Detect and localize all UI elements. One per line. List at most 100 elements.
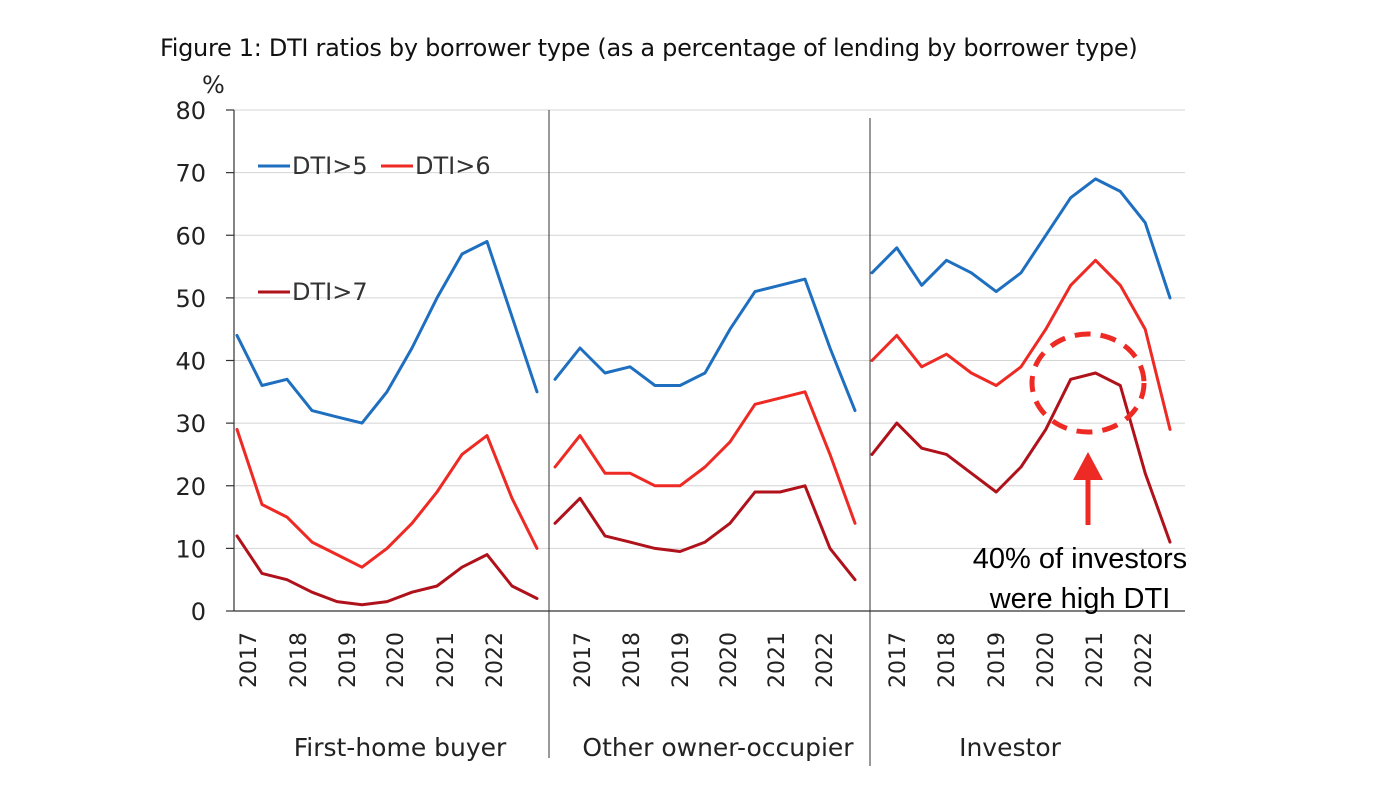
data-point-dtigt6-1-1 [578,434,582,437]
data-point-dtigt6-1-5 [678,484,682,487]
data-point-dtigt7-1-0 [553,522,557,525]
data-point-dtigt7-2-3 [945,453,948,456]
x-tick-label-2-2018: 2018 [935,632,960,688]
series-line-dtigt6-1 [553,390,857,525]
data-point-dtigt6-0-1 [260,503,264,506]
data-point-dtigt5-0-1 [260,384,264,387]
data-point-dtigt7-0-10 [485,553,489,556]
data-point-dtigt7-2-0 [870,453,874,456]
data-point-dtigt7-2-7 [1044,428,1048,431]
data-point-dtigt5-0-2 [285,378,289,381]
data-point-dtigt6-2-9 [1094,259,1097,262]
data-point-dtigt5-2-6 [1019,271,1023,274]
x-tick-label-2-2021: 2021 [1083,632,1108,688]
x-tick-label-0-2020: 2020 [384,632,409,688]
data-point-dtigt5-1-1 [578,346,582,350]
data-point-dtigt6-2-10 [1119,284,1122,287]
data-point-dtigt6-0-2 [285,515,289,519]
data-point-dtigt7-2-5 [995,490,998,494]
panel-other-owner-occupier: 2017 2018 2019 2020 2021 2022 Other owner-occu… [553,118,871,766]
data-point-dtigt6-0-6 [385,547,389,550]
series-line-dtigt7-1 [553,484,857,582]
x-tick-label-1-2020: 2020 [717,632,742,688]
series-line-dtigt5-1 [553,277,857,413]
series-line-dtigt5-0 [235,240,539,425]
annotation-text-line2: were high DTI [989,583,1171,615]
data-point-dtigt6-2-12 [1168,428,1172,431]
data-point-dtigt7-2-10 [1119,384,1122,387]
data-point-dtigt5-0-7 [410,346,414,350]
data-point-dtigt7-1-8 [753,490,757,494]
y-tick-label-0: 0 [191,598,206,626]
data-point-dtigt5-0-3 [310,409,314,412]
data-point-dtigt6-2-7 [1044,328,1048,331]
y-tick-label-60: 60 [175,222,206,250]
data-point-dtigt7-0-6 [385,600,389,603]
data-point-dtigt5-2-7 [1044,234,1048,237]
data-point-dtigt5-0-4 [335,415,339,419]
panel-label-2: Investor [959,733,1062,762]
data-point-dtigt6-1-3 [628,472,632,475]
x-tick-label-0-2022: 2022 [483,632,508,688]
chart-title: Figure 1: DTI ratios by borrower type (a… [160,34,1138,62]
data-point-dtigt6-0-10 [485,434,489,437]
x-tick-label-0-2021: 2021 [434,632,459,688]
data-point-dtigt6-0-12 [535,547,539,550]
data-point-dtigt6-1-10 [803,390,807,393]
data-point-dtigt7-0-3 [310,591,314,594]
data-point-dtigt5-2-11 [1144,221,1147,224]
x-tick-label-1-2017: 2017 [571,632,596,688]
data-point-dtigt6-0-7 [410,522,414,525]
legend-label-dti7: DTI>7 [292,278,368,306]
data-point-dtigt6-1-7 [728,440,732,444]
data-point-dtigt5-0-0 [235,334,239,337]
data-point-dtigt5-2-1 [895,246,898,249]
data-point-dtigt6-0-8 [435,490,439,494]
data-point-dtigt6-2-6 [1019,365,1023,368]
annotation: 40% of investors were high DTI [973,331,1187,615]
data-point-dtigt7-0-8 [435,584,439,588]
data-point-dtigt7-1-2 [603,534,607,538]
data-point-dtigt7-1-10 [803,484,807,487]
data-point-dtigt7-2-4 [970,472,973,475]
data-point-dtigt6-1-9 [778,396,782,400]
y-tick-label-50: 50 [175,285,206,313]
data-point-dtigt7-1-12 [853,578,857,581]
y-tick-label-40: 40 [175,348,206,376]
data-point-dtigt5-0-12 [535,390,539,393]
data-point-dtigt7-0-2 [285,578,289,581]
data-point-dtigt5-2-5 [995,290,998,293]
data-point-dtigt5-1-0 [553,378,557,381]
data-point-dtigt5-0-10 [485,240,489,243]
data-point-dtigt6-2-2 [920,365,923,368]
panel-first-home-buyer: 2017 2018 2019 2020 2021 2022 First-home buyer [235,110,550,762]
data-point-dtigt7-2-11 [1144,472,1147,475]
data-point-dtigt6-2-8 [1069,284,1072,287]
data-point-dtigt6-1-11 [828,453,832,456]
data-point-dtigt5-0-5 [360,421,364,425]
x-tick-label-2-2020: 2020 [1034,632,1059,688]
data-point-dtigt7-1-4 [653,547,657,550]
data-point-dtigt6-1-8 [753,403,757,406]
data-point-dtigt7-2-2 [920,447,923,450]
data-point-dtigt7-2-9 [1094,371,1097,375]
data-point-dtigt7-0-5 [360,603,364,606]
y-tick-label-10: 10 [175,535,206,563]
data-point-dtigt5-2-4 [970,271,973,274]
x-tick-label-2-2019: 2019 [985,632,1010,688]
annotation-text-line1: 40% of investors [973,543,1187,575]
x-tick-label-1-2022: 2022 [813,632,838,688]
data-point-dtigt6-2-3 [945,353,948,356]
panel-label-0: First-home buyer [294,733,507,762]
data-point-dtigt7-1-11 [828,547,832,550]
x-tick-label-1-2018: 2018 [620,632,645,688]
panel-investor: 2017 2018 2019 2020 2021 2022 Investor [870,177,1172,762]
x-tick-label-0-2017: 2017 [237,632,262,688]
data-point-dtigt7-2-12 [1168,540,1172,544]
data-point-dtigt5-0-6 [385,390,389,393]
highlight-ellipse [1029,331,1147,435]
data-point-dtigt7-0-1 [260,572,264,575]
data-point-dtigt6-2-1 [895,334,898,337]
y-tick-label-80: 80 [175,97,206,125]
